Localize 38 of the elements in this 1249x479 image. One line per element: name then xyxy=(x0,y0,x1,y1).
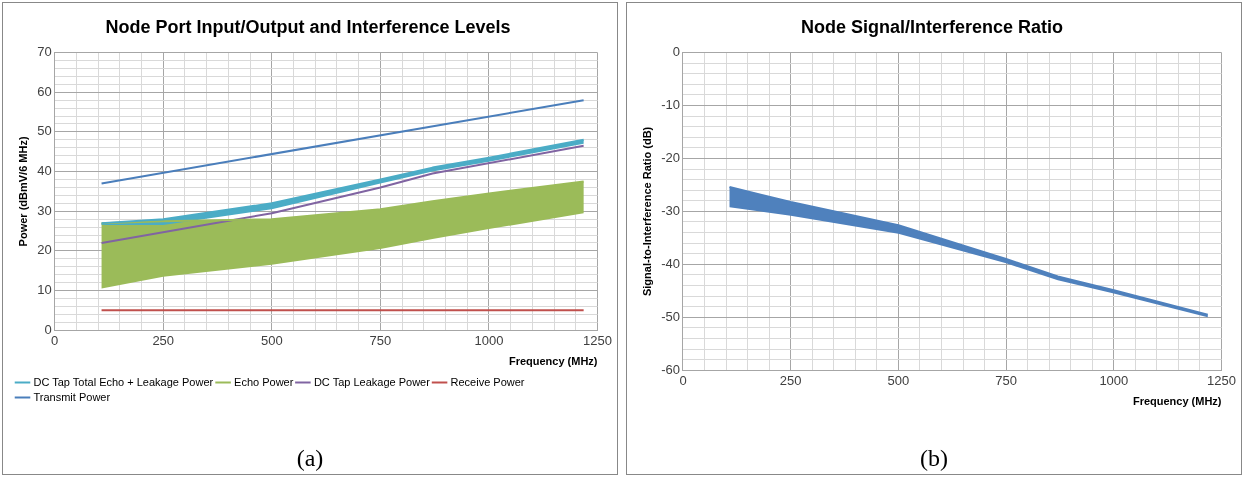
x-tick-label: 750 xyxy=(369,332,392,348)
x-tick-label: 500 xyxy=(260,332,283,348)
y-axis-title: Signal-to-Interference Ratio (dB) xyxy=(640,126,653,297)
y-tick-label: 50 xyxy=(37,123,52,139)
y-tick-label: -30 xyxy=(661,202,680,218)
x-tick-label: 1250 xyxy=(1207,372,1236,388)
legend-label: Receive Power xyxy=(450,375,525,388)
x-tick-label: 1250 xyxy=(583,332,612,348)
x-tick-label: 250 xyxy=(152,332,175,348)
text: (b) xyxy=(919,445,949,472)
text: (a) xyxy=(295,445,325,472)
x-tick-label: 500 xyxy=(887,372,910,388)
y-tick-label: 0 xyxy=(44,321,52,337)
legend-label: Transmit Power xyxy=(33,390,111,403)
legend-label: DC Tap Leakage Power xyxy=(313,375,431,388)
y-tick-label: -50 xyxy=(661,308,680,324)
legend-label: DC Tap Total Echo + Leakage Power xyxy=(33,375,214,388)
y-axis-title: Power (dBmV/6 MHz) xyxy=(16,136,29,247)
x-axis-title: Frequency (MHz) xyxy=(1132,395,1222,408)
chart-title: Node Signal/Interference Ratio xyxy=(800,16,1064,37)
y-tick-label: -10 xyxy=(661,97,680,113)
x-tick-label: 250 xyxy=(779,372,802,388)
y-tick-label: 30 xyxy=(37,202,52,218)
y-tick-label: 20 xyxy=(37,242,52,258)
y-tick-label: -60 xyxy=(661,361,680,377)
y-tick-label: 60 xyxy=(37,83,52,99)
legend-label: Echo Power xyxy=(234,375,294,388)
x-axis-title: Frequency (MHz) xyxy=(508,355,598,368)
y-tick-label: 10 xyxy=(37,282,52,298)
x-tick-label: 750 xyxy=(995,372,1017,388)
y-tick-label: -40 xyxy=(661,255,680,271)
chart-title: Node Port Input/Output and Interference Levels xyxy=(105,16,511,37)
x-tick-label: 1000 xyxy=(474,332,504,348)
y-tick-label: 0 xyxy=(672,44,680,60)
y-tick-label: -20 xyxy=(661,150,680,166)
x-tick-label: 1000 xyxy=(1099,372,1129,388)
y-tick-label: 40 xyxy=(37,163,52,179)
y-tick-label: 70 xyxy=(37,44,52,60)
